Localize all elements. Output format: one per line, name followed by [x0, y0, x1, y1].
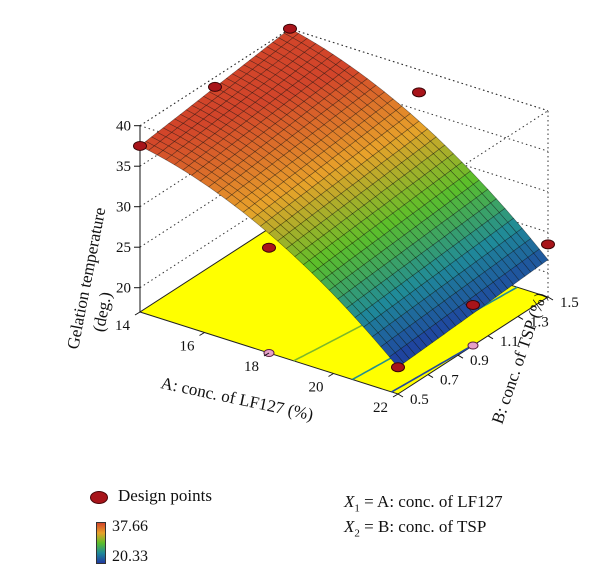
response-surface	[139, 28, 549, 368]
colorbar	[96, 522, 106, 564]
design-point	[541, 239, 555, 250]
x1-definition: = A: conc. of LF127	[359, 492, 503, 511]
axis-ticks: 14 16 18 20 22 0.5 0.7 0.9 1.1 1.3 1.5 20 25 30 35 40	[115, 119, 579, 416]
z-tick-label: 40	[116, 119, 131, 135]
surface-cell	[400, 344, 416, 360]
y-tick-label: 0.5	[410, 392, 429, 408]
colorbar-min: 20.33	[112, 548, 148, 565]
x2-symbol: X	[344, 517, 355, 536]
x1-symbol: X	[344, 492, 355, 511]
y-tick-mark	[457, 354, 464, 359]
x-axis-title: A: conc. of LF127 (%)	[159, 373, 315, 424]
x-tick-mark	[134, 311, 141, 316]
x-tick-mark	[392, 393, 399, 398]
box-edge	[397, 110, 549, 209]
x-tick-label: 20	[309, 380, 324, 396]
y-tick-mark	[487, 335, 494, 340]
z-tick-label: 20	[116, 281, 131, 297]
x-tick-label: 14	[115, 318, 131, 334]
surface-cell	[504, 269, 520, 286]
y-tick-label: 1.5	[560, 295, 579, 311]
y-tick-label: 1.3	[530, 314, 549, 330]
z-tick-label: 35	[116, 159, 131, 175]
x1-subscript: 1	[354, 502, 360, 515]
design-point	[412, 87, 426, 98]
legend-design-points: Design points	[90, 486, 212, 506]
y-tick-mark	[517, 315, 524, 320]
x-tick-mark	[263, 352, 270, 357]
surface-cell	[440, 314, 457, 331]
y-tick-label: 0.9	[470, 353, 489, 369]
surface-cell	[510, 265, 526, 281]
y-tick-label: 0.7	[440, 373, 459, 389]
surface-cell	[527, 252, 543, 269]
design-point	[466, 300, 480, 310]
x-tick-label: 16	[180, 339, 196, 355]
x2-definition: = B: conc. of TSP	[359, 517, 487, 536]
design-point	[208, 81, 222, 92]
design-point	[391, 362, 405, 373]
z-tick-label: 30	[116, 200, 131, 216]
surface-cell	[429, 323, 445, 339]
variable-definition-x1: X1 = A: conc. of LF127	[344, 492, 503, 514]
colorbar-max: 37.66	[112, 518, 148, 535]
design-points	[133, 23, 555, 373]
legend-label: Design points	[118, 486, 212, 505]
x-tick-mark	[328, 373, 334, 377]
x-tick-label: 18	[244, 359, 259, 375]
box-gridline	[139, 28, 291, 127]
z-tick-label: 25	[116, 240, 131, 256]
y-tick-mark	[397, 393, 404, 398]
variable-definition-x2: X2 = B: conc. of TSP	[344, 517, 486, 539]
x-tick-label: 22	[373, 400, 388, 416]
y-tick-label: 1.1	[500, 334, 519, 350]
y-tick-mark	[547, 296, 554, 301]
y-tick-mark	[427, 374, 434, 379]
design-point-marker	[90, 490, 108, 504]
x-tick-mark	[199, 332, 205, 336]
x2-subscript: 2	[354, 527, 360, 540]
design-point-floor	[467, 341, 479, 350]
design-point	[283, 23, 297, 34]
contour-line	[391, 342, 478, 393]
design-point	[262, 242, 276, 253]
design-point	[133, 140, 147, 151]
box-gridline	[289, 28, 549, 112]
